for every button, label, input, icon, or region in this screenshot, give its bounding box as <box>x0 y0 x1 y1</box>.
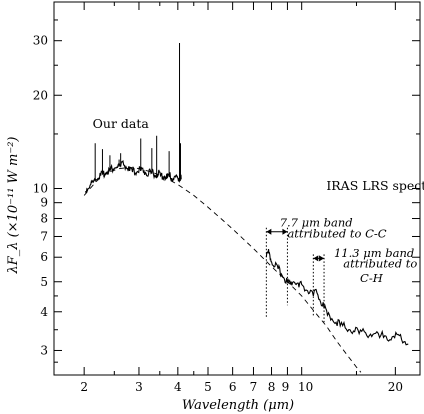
band-marker-arrow <box>313 255 319 262</box>
y-axis-title: λF_λ (×10⁻¹¹ W m⁻²) <box>6 136 21 274</box>
y-tick-label: 8 <box>40 212 48 226</box>
x-tick-label: 7 <box>250 380 258 394</box>
annotation-label: IRAS LRS spectrum <box>326 178 424 193</box>
y-tick-label: 7 <box>40 229 48 243</box>
annotation-label: C-H <box>360 271 384 285</box>
x-tick-label: 6 <box>229 380 237 394</box>
y-tick-label: 6 <box>40 250 48 264</box>
y-tick-label: 4 <box>40 305 48 319</box>
y-tick-label: 30 <box>33 34 48 48</box>
annotation-label: Our data <box>93 116 150 131</box>
x-tick-label: 8 <box>268 380 276 394</box>
y-tick-label: 9 <box>40 196 48 210</box>
axis-ticks <box>54 2 420 375</box>
series-line-our-data <box>84 159 182 194</box>
x-tick-label: 3 <box>135 380 143 394</box>
series-lines <box>83 42 409 373</box>
band-marker-arrow <box>319 255 325 262</box>
x-axis-title: Wavelength (μm) <box>182 398 294 413</box>
x-tick-label: 9 <box>282 380 290 394</box>
x-tick-label: 2 <box>80 380 88 394</box>
annotation-label: 7.7 μm band <box>280 215 353 229</box>
x-tick-label: 5 <box>204 380 212 394</box>
series-line-model-fit <box>83 166 362 373</box>
annotation-label: attributed to <box>343 257 417 271</box>
band-marker-arrow <box>266 228 272 235</box>
band-markers <box>265 227 325 323</box>
y-tick-label: 3 <box>40 343 48 357</box>
annotation-label: 11.3 μm band <box>334 246 414 260</box>
x-tick-label: 4 <box>174 380 182 394</box>
x-tick-label: 20 <box>388 380 403 394</box>
annotation-label: attributed to C-C <box>287 226 386 240</box>
x-tick-label: 10 <box>298 380 313 394</box>
y-tick-label: 5 <box>40 275 48 289</box>
y-tick-label: 20 <box>33 88 48 102</box>
y-tick-label: 10 <box>33 182 48 196</box>
series-line-iras-lrs-spectrum <box>265 249 409 346</box>
band-marker-arrow <box>282 228 288 235</box>
